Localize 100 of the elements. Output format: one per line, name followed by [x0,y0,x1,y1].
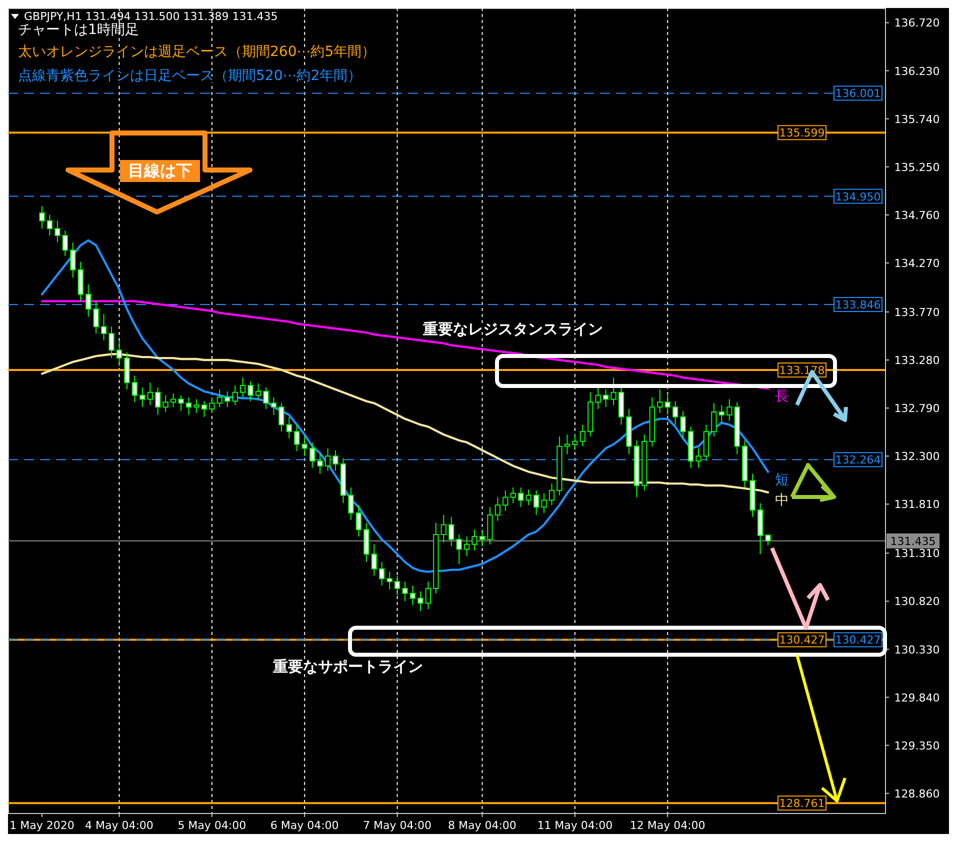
ref-line-label: 134.950 [835,190,881,204]
candlestick [672,400,678,426]
y-tick-label: 135.250 [894,160,940,174]
x-tick-label: 12 May 04:00 [630,819,706,832]
candlestick [248,381,254,402]
y-tick-label: 136.720 [894,16,940,30]
y-tick-label: 130.820 [894,595,940,608]
candlestick [286,416,292,439]
y-tick-label: 132.300 [894,450,940,464]
candlestick [324,448,331,472]
y-tick-label: 136.230 [894,64,940,78]
candlestick [572,434,578,451]
candlestick [726,398,732,422]
candlestick [170,392,176,408]
candlestick [410,585,416,606]
candlestick [580,424,586,447]
series-label: 中 [775,492,789,508]
ref-line-label: 133.178 [779,364,825,378]
annotation: 目線は下 [128,161,192,180]
annotation: 点線青紫色ラインは日足ベース（期間520⋯約2年間） [18,68,362,84]
candlestick [680,410,686,439]
x-tick-label: 5 May 04:00 [178,819,246,832]
y-tick-label: 134.270 [894,256,940,270]
candlestick [379,561,385,586]
candlestick [240,377,246,398]
ref-line-label: 133.846 [835,298,881,312]
annotation: 重要なサポートライン [272,658,423,676]
ref-line-label: 130.427 [835,634,881,647]
candlestick [46,214,53,236]
y-tick-label: 130.330 [894,643,940,656]
candlestick [132,375,138,403]
candlestick [448,516,454,547]
candlestick [186,396,192,416]
candlestick [526,488,532,506]
candlestick [348,486,354,520]
candlestick [456,534,462,564]
annotation: 重要なレジスタンスライン [422,320,603,338]
candlestick [371,544,377,576]
candlestick [232,384,238,406]
ref-line-label: 135.599 [779,126,825,140]
candlestick [472,529,478,551]
x-tick-label: 1 May 2020 [10,819,74,832]
candlestick [263,386,269,410]
y-tick-label: 129.350 [894,739,940,752]
candlestick [209,396,215,414]
candlestick [418,590,424,612]
candlestick [70,242,76,278]
candlestick [356,504,362,537]
ref-line-label: 130.427 [779,634,825,647]
candlestick [502,490,508,512]
y-tick-label: 131.310 [894,547,940,560]
candlestick [533,490,540,516]
candlestick [718,404,724,424]
x-tick-label: 7 May 04:00 [363,819,432,832]
candlestick [278,402,284,432]
candlestick [255,383,262,400]
candlestick [564,434,570,455]
text: チャートは1時間足 [18,22,139,38]
candlestick [711,402,717,437]
chart-title: GBPJPY,H1 131.494 131.500 131.389 131.435 [24,10,278,23]
ref-line-label: 131.435 [890,534,936,548]
series-label: 長 [775,388,789,404]
ref-line-label: 128.761 [779,797,825,810]
candlestick [155,386,161,416]
x-tick-label: 4 May 04:00 [85,819,154,832]
candlestick [765,534,771,546]
candlestick [548,483,555,506]
y-tick-label: 132.790 [894,402,940,416]
candlestick [62,230,68,257]
candlestick [224,390,230,408]
candlestick [402,581,408,602]
candlestick [178,394,184,412]
x-tick-label: 6 May 04:00 [270,819,339,832]
candlestick [310,442,316,468]
candlestick [657,388,663,414]
y-tick-label: 134.760 [894,208,940,222]
candlestick [610,377,616,406]
series-label: 短 [775,472,789,488]
candlestick [201,400,208,418]
candlestick [464,536,470,557]
y-tick-label: 129.840 [894,691,940,704]
candlestick [86,284,92,318]
candlestick [386,571,392,590]
candlestick [494,496,500,522]
x-tick-label: 8 May 04:00 [448,819,516,832]
candlestick [100,313,107,341]
candlestick [216,388,222,408]
candlestick [93,300,99,334]
candlestick [147,382,153,406]
candlestick [317,454,323,474]
candlestick [440,514,446,543]
candlestick [140,386,146,408]
candlestick [425,581,431,610]
candlestick [108,326,114,359]
x-tick-label: 11 May 04:00 [537,819,613,832]
candlestick [541,492,547,514]
candlestick [510,486,516,504]
candlestick [194,398,200,414]
candlestick [332,450,338,472]
y-tick-label: 133.280 [894,354,940,368]
